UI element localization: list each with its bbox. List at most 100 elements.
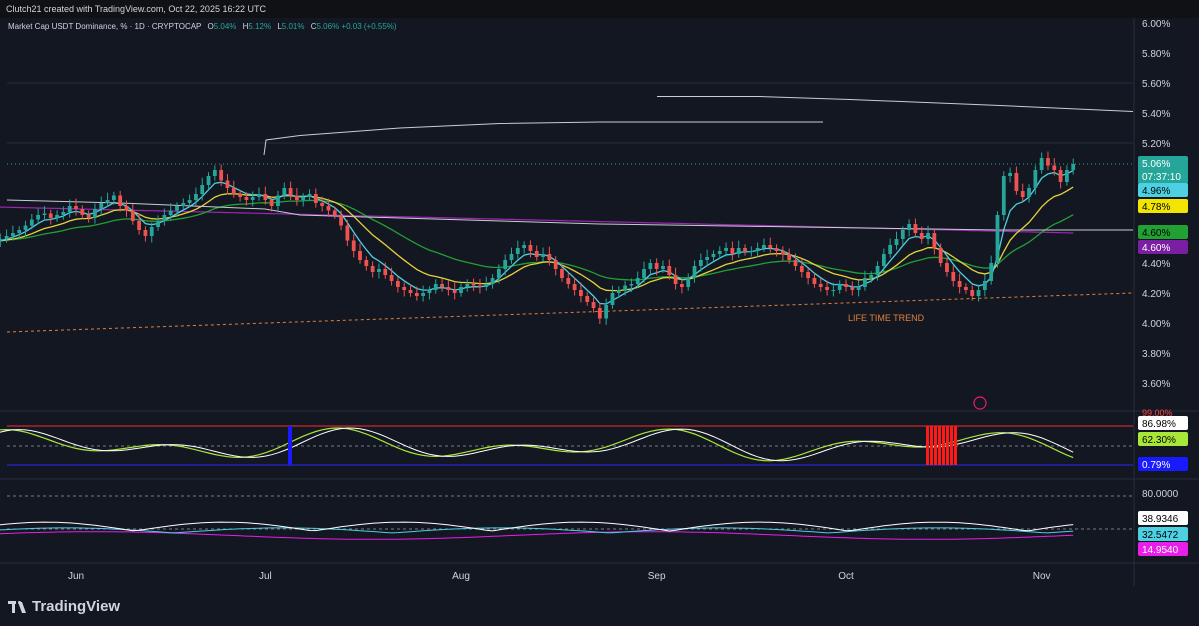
- candle-body: [686, 278, 691, 287]
- candle-body: [812, 278, 817, 284]
- candle-body: [1058, 170, 1063, 182]
- x-tick-label: Jun: [68, 571, 84, 582]
- candle-body: [452, 290, 457, 293]
- candle-body: [850, 287, 855, 290]
- candle-body: [774, 248, 779, 251]
- symbol-legend[interactable]: Market Cap USDT Dominance, % · 1D · CRYP…: [8, 22, 397, 31]
- open-label: O: [207, 22, 214, 31]
- candle-body: [383, 269, 388, 275]
- candle-body: [307, 194, 312, 197]
- candle-body: [1020, 191, 1025, 197]
- candle-body: [755, 248, 760, 251]
- lifetime-trend-line: [6, 292, 1134, 333]
- candle-body: [490, 278, 495, 284]
- candle-body: [162, 215, 167, 221]
- candle-body: [995, 215, 1000, 263]
- candle-body: [175, 206, 179, 211]
- candle-body: [257, 194, 261, 197]
- close-value: 5.06%: [316, 22, 340, 31]
- candle-body: [1001, 176, 1006, 215]
- tradingview-brand[interactable]: TradingView: [8, 598, 120, 615]
- candle-body: [332, 210, 337, 215]
- candle-body: [339, 215, 343, 226]
- price-label-box: [1138, 225, 1188, 239]
- osc-value-label: [1138, 542, 1188, 556]
- candle-body: [1052, 165, 1057, 170]
- osc-white-line: [0, 521, 1074, 532]
- candle-body: [743, 248, 747, 251]
- candle-body: [875, 266, 880, 275]
- candle-body: [465, 284, 470, 287]
- candle-body: [149, 227, 154, 236]
- candle-body: [244, 197, 249, 200]
- candle-body: [301, 197, 306, 200]
- trend-annotation: LIFE TIME TREND: [848, 313, 925, 323]
- low-label: L: [277, 22, 282, 31]
- candle-body: [970, 290, 975, 296]
- high-label: H: [242, 22, 249, 31]
- candle-body: [787, 254, 792, 260]
- candle-body: [225, 180, 230, 188]
- candle-body: [23, 225, 28, 230]
- overbought-signal-bar: [954, 426, 957, 465]
- candle-body: [900, 230, 905, 239]
- candle-body: [402, 287, 407, 290]
- candle-body: [932, 233, 937, 248]
- candle-body: [894, 239, 899, 245]
- candle-body: [806, 272, 811, 278]
- candle-body: [818, 284, 823, 287]
- candle-body: [326, 206, 331, 211]
- footer: [0, 586, 1199, 626]
- price-label-countdown: 07:37:10: [1142, 172, 1181, 183]
- ma-white-line: [6, 199, 1133, 231]
- candle-body: [1039, 158, 1044, 170]
- stoch-tick-label: 99.00%: [1142, 408, 1173, 418]
- candle-body: [541, 254, 545, 257]
- candle-body: [276, 195, 280, 206]
- osc-value-text: 32.5472: [1142, 530, 1179, 541]
- candle-body: [553, 260, 558, 269]
- candle-body: [212, 170, 217, 176]
- candle-body: [560, 269, 564, 278]
- candle-body: [231, 188, 236, 194]
- x-tick-label: Oct: [838, 571, 854, 582]
- candle-body: [673, 275, 678, 284]
- candle-body: [856, 287, 861, 290]
- candle-body: [395, 281, 400, 287]
- candle-body: [219, 170, 224, 181]
- candle-body: [4, 236, 9, 239]
- candle-body: [610, 293, 615, 305]
- price-label-text: 4.96%: [1142, 186, 1170, 197]
- candle-body: [408, 290, 413, 293]
- candle-body: [29, 219, 34, 226]
- osc-value-label: [1138, 511, 1188, 525]
- candle-body: [534, 251, 539, 257]
- candle-body: [414, 293, 419, 296]
- candle-body: [635, 278, 640, 284]
- candle-body: [200, 185, 205, 194]
- candle-body: [547, 254, 552, 260]
- candle-body: [446, 287, 451, 290]
- candle-body: [80, 209, 85, 215]
- candle-body: [421, 293, 426, 296]
- overbought-signal-bar: [950, 426, 953, 465]
- candle-body: [86, 215, 91, 218]
- candle-body: [156, 221, 160, 227]
- candle-body: [793, 260, 798, 266]
- ema-mid-line: [0, 186, 1074, 292]
- candle-body: [1027, 188, 1031, 197]
- y-tick-label: 5.40%: [1142, 109, 1170, 120]
- ema-slow-line: [0, 199, 1074, 281]
- candle-body: [692, 266, 697, 278]
- candle-body: [780, 251, 785, 254]
- candle-body: [36, 215, 41, 220]
- candle-body: [269, 200, 274, 206]
- price-label-text: 4.60%: [1142, 243, 1170, 254]
- overbought-signal-bar: [926, 426, 929, 465]
- candle-body: [48, 213, 53, 218]
- price-label-text: 5.06%: [1142, 159, 1170, 170]
- candle-body: [345, 225, 350, 241]
- candle-body: [888, 245, 893, 254]
- candle-body: [730, 248, 735, 254]
